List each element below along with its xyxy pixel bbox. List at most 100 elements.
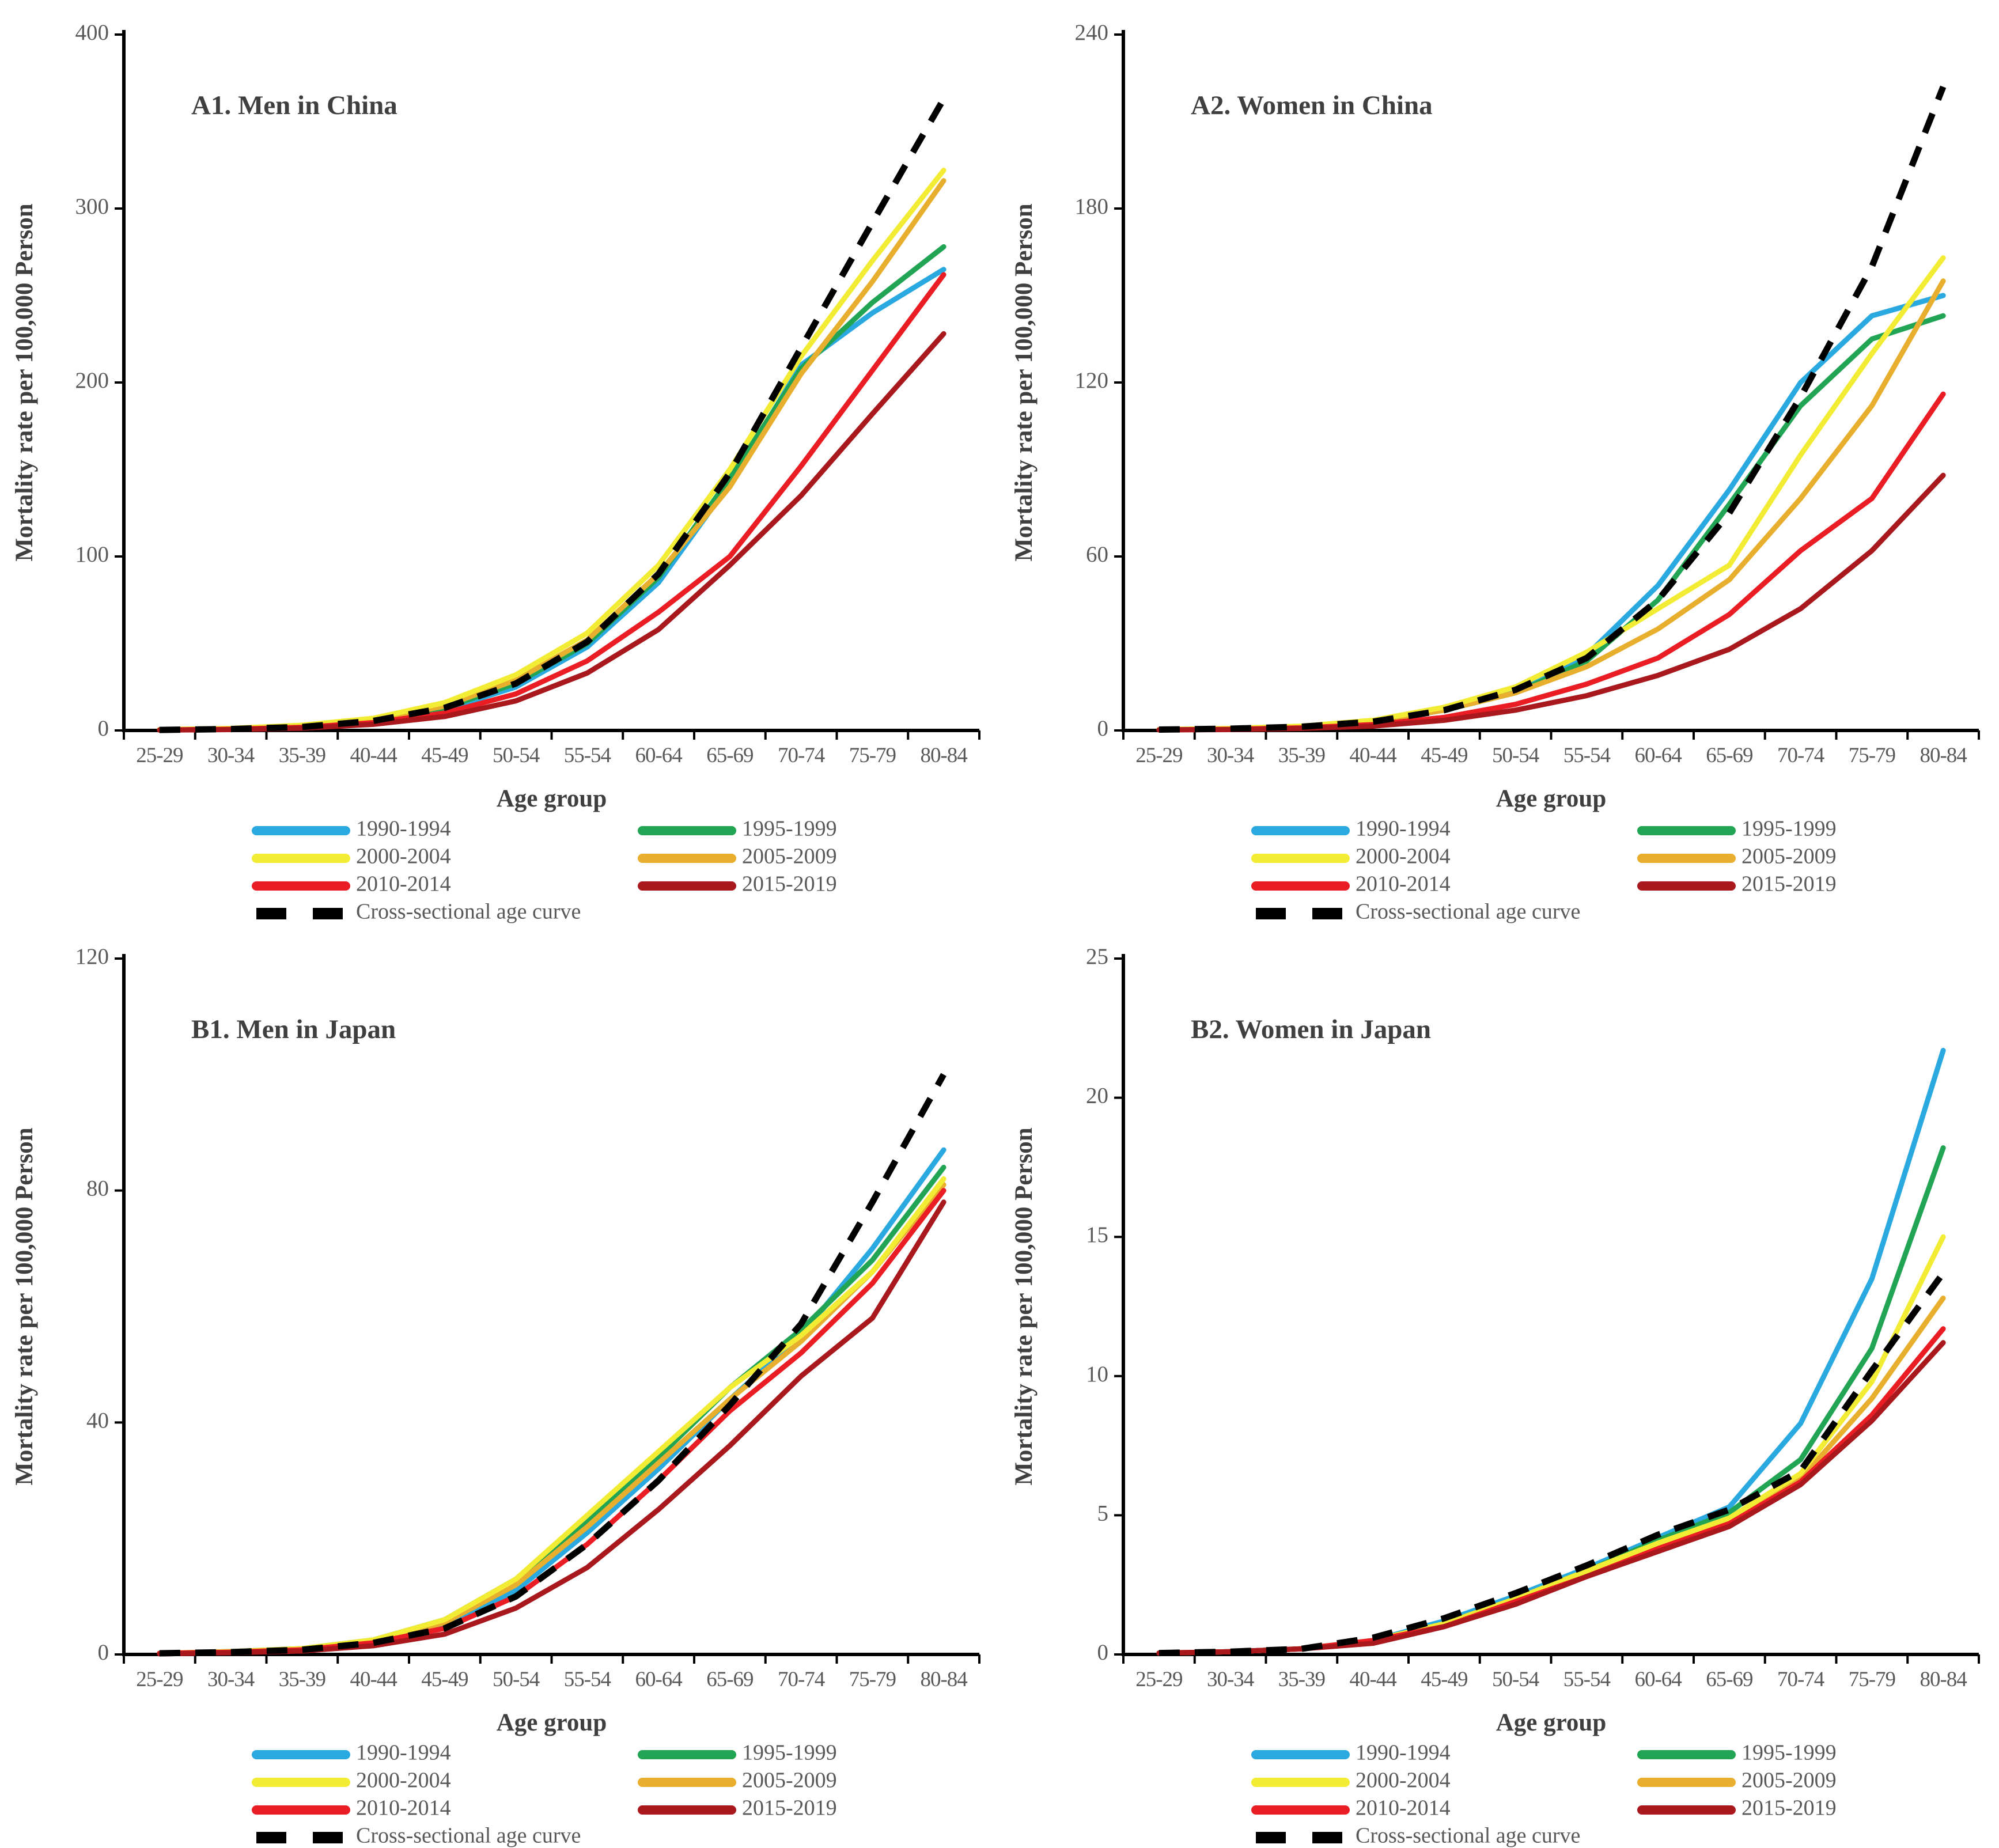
x-tick-label: 70-74 [1777,1668,1824,1691]
series-line-2005-2009 [157,178,947,733]
x-tick-label: 80-84 [1920,1668,1967,1691]
x-tick-label: 70-74 [778,1668,825,1691]
x-tick-label: 25-29 [136,1668,183,1691]
legend-label: 2005-2009 [1741,845,1837,869]
legend-label: 2010-2014 [356,1796,451,1820]
series-line-2000-2004 [1156,255,1946,732]
x-tick-label: 80-84 [920,1668,967,1691]
legend-label: 2000-2004 [356,845,451,869]
panel-b2: 0 5 10 15 20 25 25-29 30-34 35-39 40-44 45-49 50-54… [1000,924,1999,1848]
y-tick-label: 20 [1086,1084,1108,1108]
x-tick-label: 70-74 [778,744,825,767]
legend-label: 2010-2014 [1356,1796,1451,1820]
panel-title: B1. Men in Japan [191,1014,396,1044]
y-tick-label: 0 [1097,1640,1109,1665]
legend-label: 2005-2009 [742,845,837,869]
x-tick-label: 75-79 [1849,1668,1895,1691]
y-axis-title: Mortality rate per 100,000 Person [11,1127,38,1485]
y-tick-label: 0 [98,716,109,741]
x-tick-label: 35-39 [1278,744,1325,767]
series-line-cross-sectional-age-curve [1158,1271,1946,1657]
y-tick-label: 120 [1075,368,1109,393]
x-tick-label: 50-54 [1492,744,1539,767]
x-tick-label: 45-49 [421,744,468,767]
chart-panel-a2-women-in-china: 0 60 120 180 240 25-29 30-34 35-39 40-44 45-49 50-… [1010,20,1980,924]
legend-label: 2015-2019 [742,872,837,896]
chart-panel-b1-men-in-japan: 0 40 80 120 25-29 30-34 35-39 40-44 45-49 50-54 55… [11,944,980,1848]
x-axis-title: Age group [1496,1709,1607,1736]
legend-label: 2015-2019 [1741,872,1837,896]
x-tick-label: 35-39 [279,1668,325,1691]
legend-label: Cross-sectional age curve [1356,1824,1580,1848]
y-tick-label: 120 [75,944,109,969]
series-line-2015-2019 [1156,1340,1946,1656]
legend-label: 2000-2004 [1356,845,1451,869]
series-line-2000-2004 [157,1176,947,1656]
y-tick-label: 60 [1086,542,1108,567]
x-tick-label: 55-54 [564,744,611,767]
legend-label: 1995-1999 [1741,1741,1837,1765]
legend-label: 2000-2004 [356,1769,451,1793]
x-tick-label: 80-84 [1920,744,1967,767]
x-axis-title: Age group [1496,785,1607,812]
series-line-cross-sectional-age-curve [159,1073,947,1657]
x-tick-label: 25-29 [1135,1668,1182,1691]
y-tick-label: 80 [86,1176,109,1201]
panel-a1: 0 100 200 300 400 25-29 30-34 35-39 40-44 45-49 50… [0,0,1000,924]
legend-label: 2005-2009 [1741,1769,1837,1793]
x-tick-label: 60-64 [1634,1668,1682,1691]
legend-label: Cross-sectional age curve [1356,900,1580,924]
legend-label: 1990-1994 [1356,817,1451,841]
x-tick-label: 65-69 [1706,1668,1752,1691]
legend-label: 2010-2014 [1356,872,1451,896]
legend-label: 2000-2004 [1356,1769,1451,1793]
x-axis-title: Age group [497,785,607,812]
series-line-1995-1999 [157,1164,947,1656]
y-axis-title: Mortality rate per 100,000 Person [1010,203,1038,561]
y-tick-label: 0 [98,1640,109,1665]
x-tick-label: 75-79 [849,1668,896,1691]
x-tick-label: 65-69 [706,744,753,767]
y-tick-label: 25 [1086,944,1108,969]
y-tick-label: 100 [75,542,109,567]
legend-label: 2010-2014 [356,872,451,896]
x-tick-label: 50-54 [493,1668,540,1691]
legend-label: 2015-2019 [742,1796,837,1820]
y-tick-label: 400 [75,20,109,45]
x-tick-label: 65-69 [706,1668,753,1691]
series-line-2015-2019 [157,1199,947,1657]
series-line-2015-2019 [1156,472,1946,733]
legend-label: 1990-1994 [356,817,451,841]
y-tick-label: 15 [1086,1222,1108,1247]
legend-label: 1995-1999 [742,817,837,841]
x-tick-label: 30-34 [207,744,255,767]
x-axis-title: Age group [497,1709,607,1736]
panel-title: B2. Women in Japan [1191,1014,1431,1044]
y-tick-label: 300 [75,194,109,219]
legend-label: 1990-1994 [1356,1741,1451,1765]
chart-panel-a1-men-in-china: 0 100 200 300 400 25-29 30-34 35-39 40-44 45-49 50… [11,20,980,924]
legend-label: Cross-sectional age curve [356,1824,581,1848]
x-tick-label: 75-79 [849,744,896,767]
x-tick-label: 30-34 [1207,1668,1254,1691]
series-line-2010-2014 [157,1188,947,1656]
legend-label: 1995-1999 [1741,817,1837,841]
y-axis-title: Mortality rate per 100,000 Person [1010,1127,1038,1485]
series-line-2005-2009 [1156,1296,1946,1656]
series-line-1990-1994 [157,1147,947,1656]
x-tick-label: 40-44 [1349,1668,1396,1691]
x-tick-label: 40-44 [1349,744,1396,767]
x-tick-label: 65-69 [1706,744,1752,767]
y-tick-label: 40 [86,1408,109,1433]
x-tick-label: 55-54 [1563,1668,1611,1691]
x-tick-label: 50-54 [1492,1668,1539,1691]
chart-panel-b2-women-in-japan: 0 5 10 15 20 25 25-29 30-34 35-39 40-44 45-49 50-54… [1010,944,1980,1848]
x-tick-label: 45-49 [1421,744,1467,767]
x-tick-label: 40-44 [350,744,397,767]
x-tick-label: 60-64 [635,1668,682,1691]
series-line-1990-1994 [1156,293,1946,732]
x-tick-label: 70-74 [1777,744,1824,767]
series-line-cross-sectional-age-curve [1158,85,1947,733]
y-tick-label: 10 [1086,1362,1108,1387]
